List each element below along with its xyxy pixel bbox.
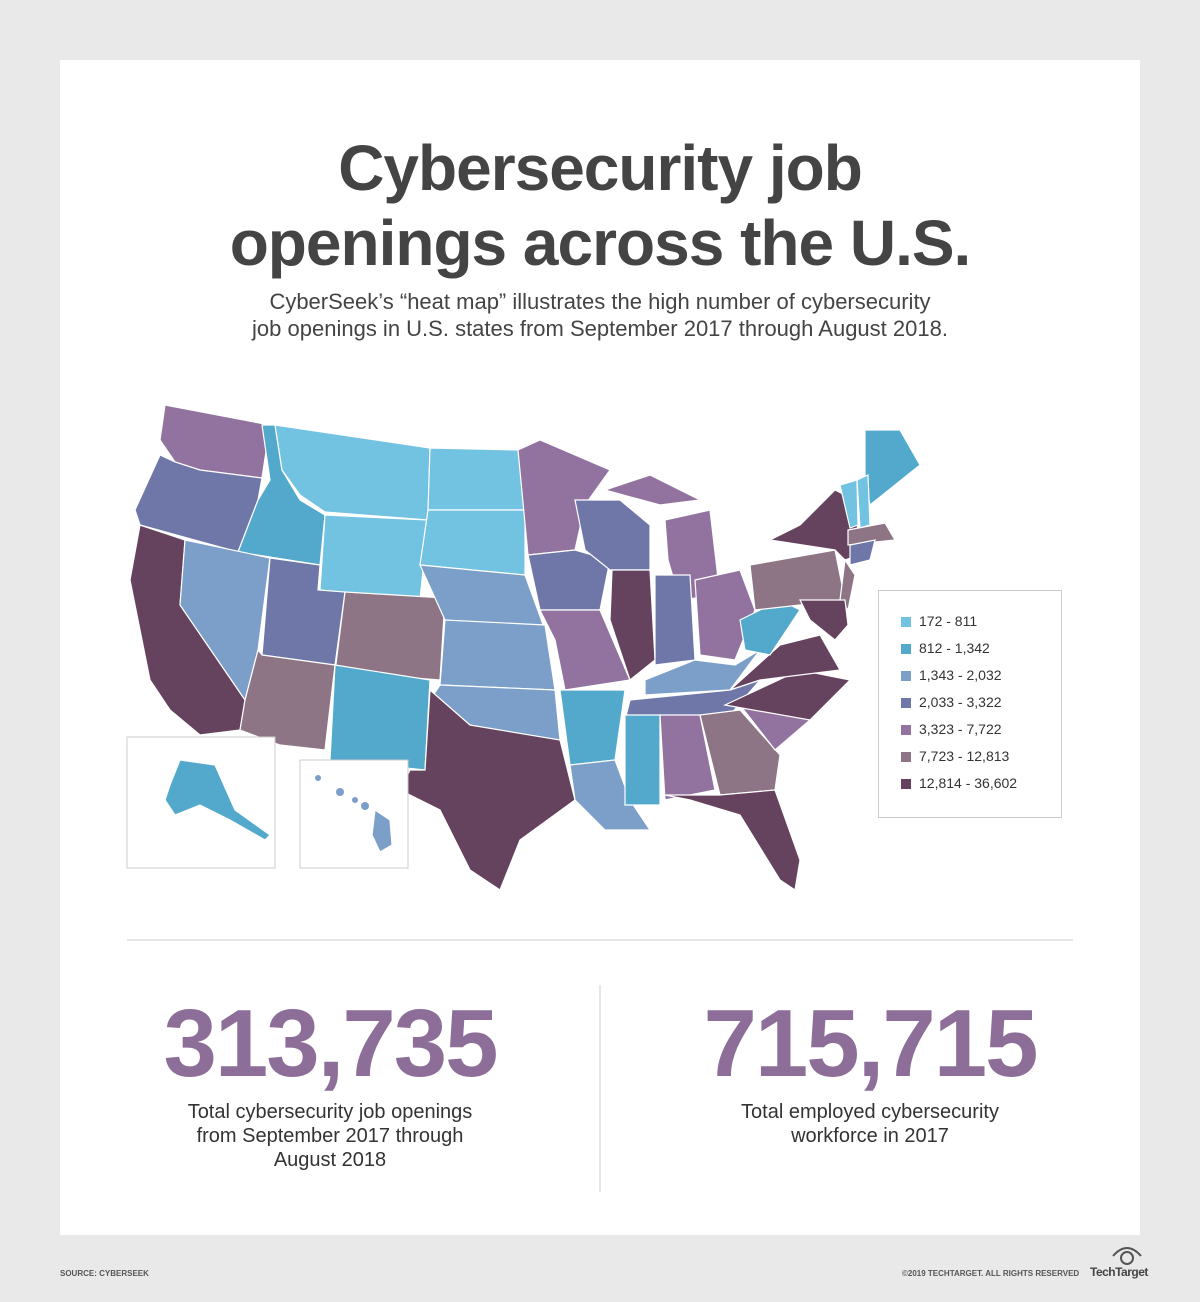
- legend-item: 12,814 - 36,602: [901, 775, 1017, 791]
- legend-label: 812 - 1,342: [919, 640, 990, 656]
- legend-swatch: [901, 752, 911, 762]
- legend-swatch: [901, 617, 911, 627]
- legend-swatch: [901, 644, 911, 654]
- legend-label: 1,343 - 2,032: [919, 667, 1002, 683]
- inset-state: [164, 759, 271, 841]
- subtitle-line: job openings in U.S. states from Septemb…: [252, 316, 948, 341]
- legend-label: 2,033 - 3,322: [919, 694, 1002, 710]
- stat-value: 715,715: [703, 990, 1038, 1097]
- logo-icon: [1112, 1247, 1142, 1265]
- brand: TechTarget: [1090, 1265, 1148, 1279]
- stat-caption: Total employed cybersecurity workforce i…: [600, 1100, 1140, 1148]
- legend-item: 3,323 - 7,722: [901, 721, 1002, 737]
- stat-caption-text: Total employed cybersecurity workforce i…: [741, 1101, 999, 1147]
- title-line: Cybersecurity job: [338, 132, 863, 204]
- stat-caption-text: Total cybersecurity job openings from Se…: [187, 1101, 473, 1171]
- inset-state: [315, 775, 393, 853]
- source: SOURCE: CYBERSEEK: [60, 1269, 149, 1278]
- legend-swatch: [901, 671, 911, 681]
- copyright: ©2019 TECHTARGET. ALL RIGHTS RESERVED: [902, 1269, 1080, 1278]
- legend: 172 - 811 812 - 1,342 1,343 - 2,032 2,033 -…: [878, 590, 1062, 818]
- legend-label: 7,723 - 12,813: [919, 748, 1010, 764]
- legend-item: 812 - 1,342: [901, 640, 990, 656]
- subtitle-line: CyberSeek’s “heat map” illustrates the h…: [269, 289, 931, 314]
- states: [129, 404, 921, 892]
- legend-item: 172 - 811: [901, 613, 977, 629]
- legend-item: 1,343 - 2,032: [901, 667, 1002, 683]
- legend-item: 7,723 - 12,813: [901, 748, 1009, 764]
- legend-swatch: [901, 698, 911, 708]
- legend-label: 12,814 - 36,602: [919, 775, 1018, 791]
- title-line: openings across the U.S.: [229, 207, 972, 279]
- legend-item: 2,033 - 3,322: [901, 694, 1002, 710]
- legend-swatch: [901, 779, 911, 789]
- stat-caption: Total cybersecurity job openings from Se…: [60, 1100, 600, 1172]
- legend-label: 3,323 - 7,722: [919, 721, 1002, 737]
- legend-label: 172 - 811: [919, 613, 978, 629]
- legend-swatch: [901, 725, 911, 735]
- stat-value: 313,735: [163, 990, 498, 1097]
